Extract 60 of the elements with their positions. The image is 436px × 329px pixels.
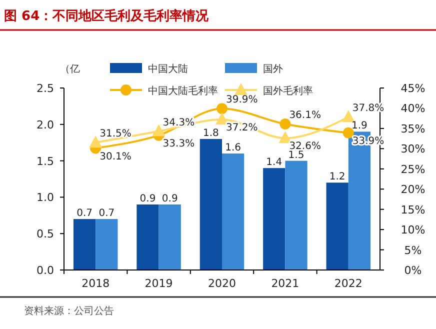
y2-tick-label: 25% xyxy=(400,162,426,176)
y2-tick-label: 30% xyxy=(400,142,426,156)
x-tick-label: 2022 xyxy=(334,277,362,290)
bar xyxy=(285,160,308,270)
y2-tick-label: 15% xyxy=(400,203,426,216)
data-label: 0.7 xyxy=(76,208,92,220)
data-label: 1.2 xyxy=(329,172,346,183)
y-tick-label: 2.0 xyxy=(36,118,54,132)
y2-tick-label: 20% xyxy=(400,183,426,196)
bar xyxy=(158,204,181,270)
y-tick-label: 2.5 xyxy=(36,82,54,95)
legend-label: 中国大陆毛利率 xyxy=(148,85,218,97)
data-label: 0.9 xyxy=(162,193,178,204)
data-label: 1.5 xyxy=(288,150,304,161)
x-tick-label: 2021 xyxy=(271,277,300,290)
y2-tick-label: 5% xyxy=(404,244,422,257)
y2-tick-label: 35% xyxy=(400,122,426,136)
point xyxy=(342,110,355,122)
data-label: 39.9% xyxy=(226,94,258,106)
data-label: 1.4 xyxy=(266,157,282,168)
y2-tick-label: 40% xyxy=(400,102,426,116)
point xyxy=(216,112,228,125)
bar xyxy=(222,154,244,270)
point xyxy=(342,127,354,138)
data-label: 1.8 xyxy=(202,128,219,139)
point xyxy=(278,131,292,144)
point xyxy=(89,136,102,148)
data-label: 31.5% xyxy=(100,128,132,140)
bar xyxy=(326,182,348,270)
point xyxy=(216,103,228,114)
data-label: 0.7 xyxy=(98,208,115,220)
data-label: 1.9 xyxy=(352,120,368,132)
x-tick-label: 2020 xyxy=(208,277,236,290)
data-label: 36.1% xyxy=(289,110,321,121)
y-tick-label: 0.0 xyxy=(36,264,54,277)
bar xyxy=(263,168,286,270)
data-label: 0.9 xyxy=(140,193,156,204)
x-tick-label: 2019 xyxy=(144,277,173,290)
data-label: 30.1% xyxy=(100,151,132,162)
chart-title: 图 64：不同地区毛利及毛利率情况 xyxy=(4,8,210,24)
legend-label: 国外毛利率 xyxy=(263,85,313,97)
legend-label: 中国大陆 xyxy=(148,63,188,75)
bar xyxy=(73,219,96,270)
x-tick-label: 2018 xyxy=(82,277,110,290)
y-tick-label: 1.5 xyxy=(36,154,54,168)
text: 资料来源：公司公告 xyxy=(24,305,114,317)
y2-tick-label: 0% xyxy=(404,264,422,277)
point xyxy=(280,118,291,130)
y-tick-label: 0.5 xyxy=(36,228,54,241)
data-label: 1.6 xyxy=(225,142,242,154)
y-tick-label: 1.0 xyxy=(36,191,54,204)
bar xyxy=(136,204,159,270)
data-label: 33.3% xyxy=(162,138,195,150)
y-axis-title: （亿 xyxy=(60,64,80,75)
legend-label: 国外 xyxy=(263,64,283,75)
bar xyxy=(200,138,222,270)
y2-tick-label: 10% xyxy=(400,224,426,237)
bar xyxy=(96,219,118,270)
y2-tick-label: 45% xyxy=(400,82,426,95)
point xyxy=(152,124,166,136)
